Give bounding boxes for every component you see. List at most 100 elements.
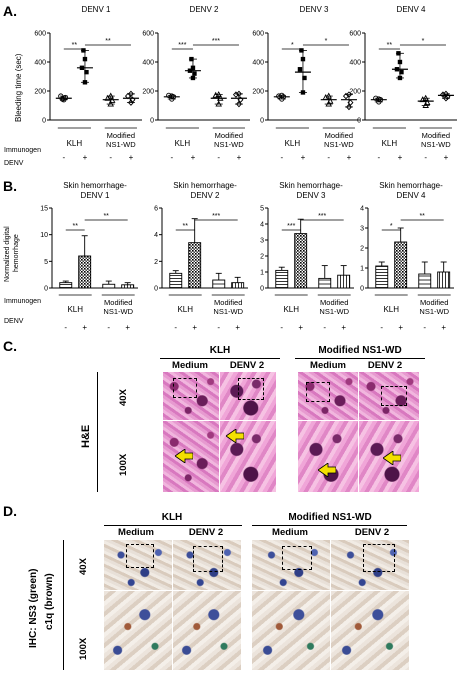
group-label-modified: Modified	[214, 298, 242, 307]
data-point	[300, 56, 306, 62]
panel-b-denv-label: DENV	[4, 318, 24, 325]
significance-label: **	[103, 213, 109, 220]
inset-box	[126, 544, 154, 568]
bar	[375, 265, 389, 289]
bar	[337, 274, 351, 289]
panel-d-stain-label-2: c1q (brown)	[44, 573, 55, 630]
significance-label: *	[291, 42, 294, 49]
data-point	[399, 69, 404, 75]
data-point	[189, 56, 194, 62]
inset-box	[238, 378, 264, 400]
bar	[169, 272, 183, 289]
panel-c-col-mod-medium: Medium	[310, 360, 346, 371]
panel-letter-b: B.	[3, 178, 17, 194]
significance-label: **	[387, 42, 393, 49]
denv-sign: -	[280, 153, 283, 162]
he-klh-denv2-40x	[220, 372, 276, 420]
group-label-klh: KLH	[383, 305, 399, 314]
data-point	[108, 96, 116, 103]
significance-label: *	[422, 38, 425, 45]
ihc-mod-denv2-100x	[331, 591, 409, 670]
data-point	[325, 92, 332, 99]
bar	[418, 273, 432, 289]
y-tick-label: 1	[360, 266, 364, 273]
data-point	[442, 94, 449, 102]
chart-title: DENV 3	[297, 191, 326, 200]
group-label-modified: NS1-WD	[324, 140, 354, 149]
y-tick-label: 4	[154, 232, 158, 239]
denv-sign: -	[62, 153, 65, 162]
denv-sign: -	[327, 153, 330, 162]
significance-label: **	[419, 213, 425, 220]
chart-title: DENV 4	[397, 191, 426, 200]
data-point	[376, 96, 382, 102]
ihc-mod-medium-40x	[252, 540, 330, 590]
y-tick-label: 4	[260, 222, 264, 229]
he-klh-medium-40x	[163, 372, 219, 420]
significance-label: ***	[212, 38, 220, 45]
data-point	[397, 59, 403, 65]
group-label-klh: KLH	[175, 139, 191, 148]
denv-sign: -	[423, 323, 426, 332]
group-label-modified: Modified	[320, 298, 348, 307]
group-label-klh: KLH	[67, 139, 83, 148]
data-point	[187, 68, 193, 73]
significance-label: **	[72, 42, 78, 49]
data-point	[299, 48, 304, 53]
panel-d-col-klh-denv2: DENV 2	[188, 527, 224, 538]
group-label-modified: NS1-WD	[419, 307, 449, 316]
panel-c-stain-label: H&E	[80, 424, 92, 448]
denv-sign: -	[109, 153, 112, 162]
data-point	[82, 56, 88, 62]
y-tick-label: 400	[349, 60, 361, 67]
denv-sign: +	[191, 153, 196, 162]
data-point	[169, 93, 175, 99]
bar	[121, 284, 135, 289]
y-tick-label: 0	[360, 286, 364, 293]
group-label-modified: Modified	[420, 298, 448, 307]
panel-c-header-klh: KLH	[209, 345, 231, 356]
data-point	[345, 103, 352, 111]
data-point	[127, 90, 134, 98]
significance-label: *	[390, 223, 393, 230]
data-point	[81, 48, 86, 53]
denv-sign: +	[301, 153, 306, 162]
panel-c-row-40x: 40X	[118, 389, 129, 406]
chart-title: DENV 3	[300, 5, 329, 14]
data-point	[235, 90, 242, 98]
data-point	[345, 91, 352, 98]
data-point	[129, 96, 136, 103]
panel-a-ylabel: Bleeding time (sec)	[14, 53, 23, 122]
significance-label: ***	[318, 213, 326, 220]
panel-b-ylabel-1: Normalized digital	[4, 226, 11, 282]
denv-sign: +	[441, 323, 446, 332]
significance-label: **	[72, 223, 78, 230]
denv-sign: -	[280, 323, 283, 332]
data-point	[325, 100, 332, 107]
significance-label: *	[325, 38, 328, 45]
panel-d-header-modified: Modified NS1-WD	[288, 512, 372, 523]
inset-box	[363, 544, 395, 572]
inset-box	[381, 386, 407, 406]
panel-letter-c: C.	[3, 338, 17, 354]
he-mod-denv2-100x	[359, 421, 419, 492]
y-tick-label: 400	[142, 60, 154, 67]
y-tick-label: 200	[252, 89, 264, 96]
y-tick-label: 400	[34, 60, 46, 67]
data-point	[215, 91, 222, 98]
data-point	[439, 91, 446, 98]
panel-b-ylabel-2: hemorrhage	[13, 234, 20, 272]
y-tick-label: 200	[349, 89, 361, 96]
significance-label: ***	[287, 223, 295, 230]
data-point	[82, 80, 88, 85]
y-tick-label: 600	[349, 31, 361, 38]
group-label-klh: KLH	[67, 305, 83, 314]
panel-letter-a: A.	[3, 3, 17, 19]
ihc-klh-denv2-40x	[173, 540, 241, 590]
data-point	[84, 69, 89, 75]
y-tick-label: 0	[154, 286, 158, 293]
bar	[294, 233, 308, 289]
chart-title: DENV 2	[190, 5, 219, 14]
panel-c-row-rule	[97, 372, 98, 492]
denv-sign: +	[235, 323, 240, 332]
